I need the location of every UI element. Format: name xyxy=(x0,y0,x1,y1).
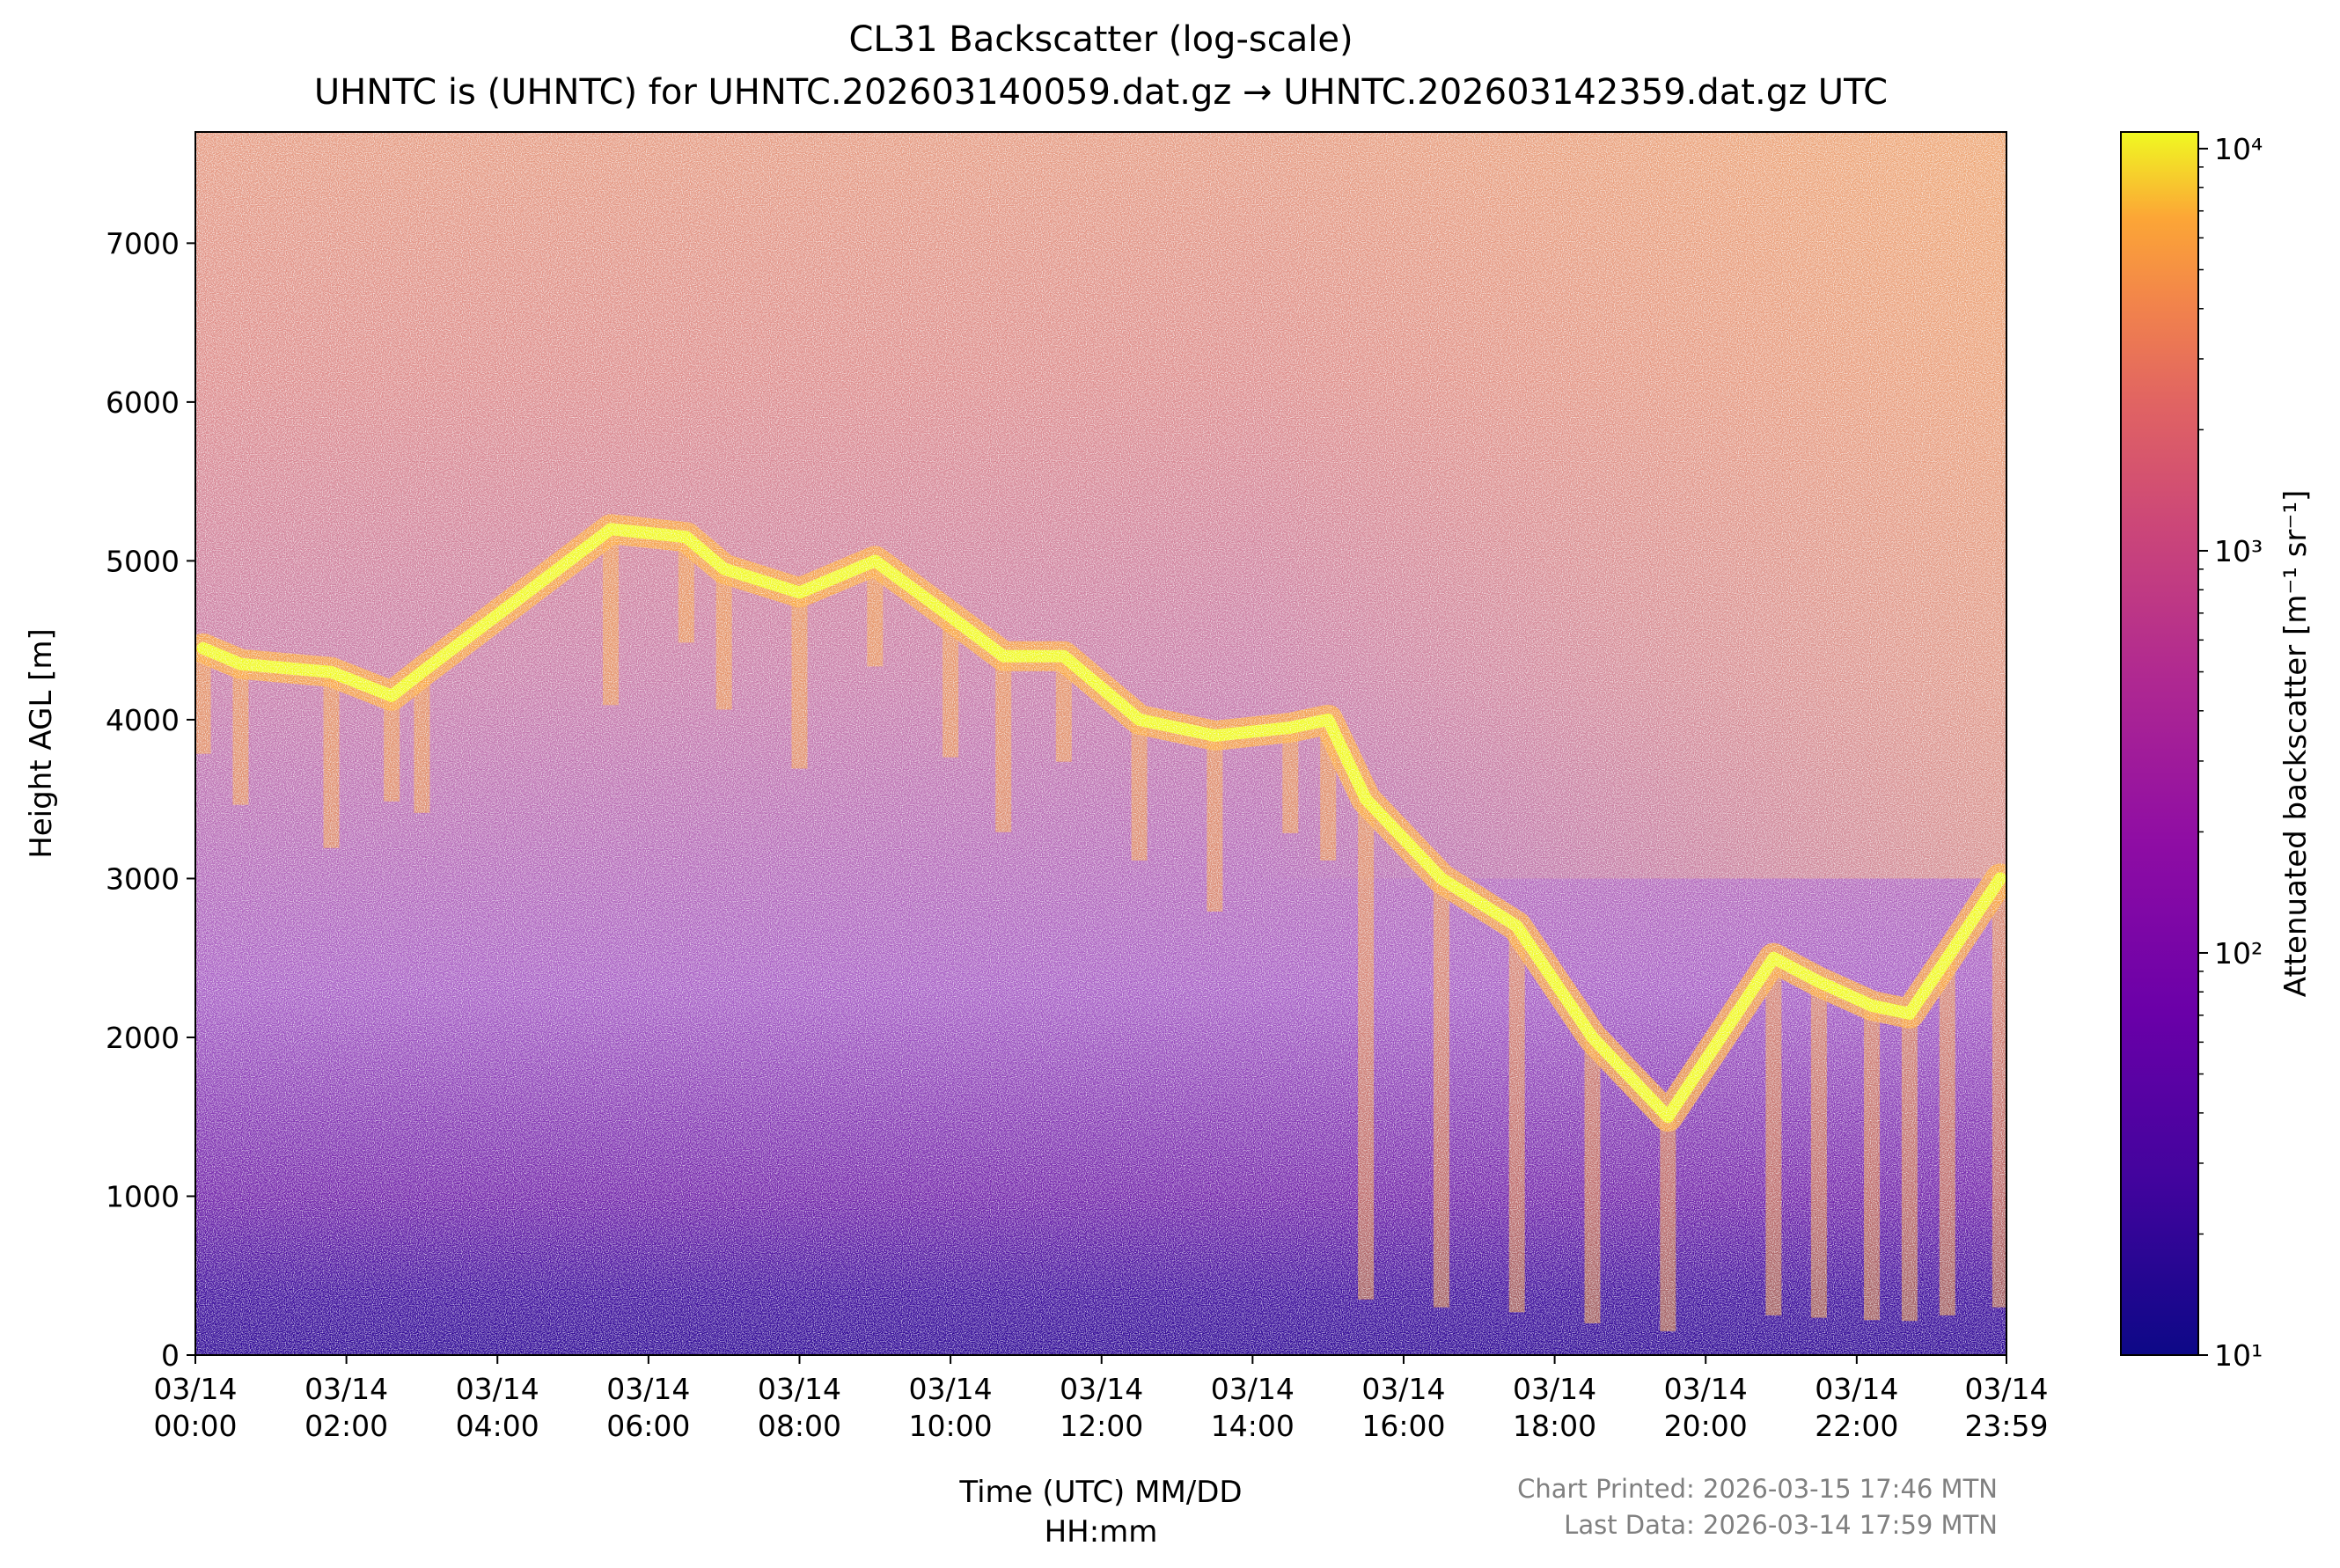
y-axis-ticks: 0 1000 2000 3000 4000 5000 6000 7000 xyxy=(106,226,195,1373)
x-tick-label-time: 02:00 xyxy=(304,1409,388,1443)
y-axis-label: Height AGL [m] xyxy=(24,628,59,859)
colorbar: 10¹ 10² 10³ 10⁴ Attenuated backscatter [m⁻¹… xyxy=(2120,131,2314,1373)
colorbar-tick-label: 10¹ xyxy=(2214,1338,2263,1373)
x-tick-label-date: 03/14 xyxy=(1060,1372,1143,1406)
x-tick-label-time: 04:00 xyxy=(456,1409,539,1443)
x-tick-label-date: 03/14 xyxy=(909,1372,993,1406)
x-tick-label-time: 10:00 xyxy=(909,1409,993,1443)
x-tick-label-time: 20:00 xyxy=(1664,1409,1748,1443)
chart-printed-note: Chart Printed: 2026-03-15 17:46 MTN xyxy=(1517,1474,1998,1504)
x-tick-label-date: 03/14 xyxy=(304,1372,388,1406)
x-tick-label-time: 14:00 xyxy=(1211,1409,1295,1443)
last-data-note: Last Data: 2026-03-14 17:59 MTN xyxy=(1564,1510,1998,1540)
heatmap-speckle xyxy=(195,132,2006,1355)
chart-subtitle: UHNTC is (UHNTC) for UHNTC.202603140059.… xyxy=(314,72,1888,113)
x-tick-label-date: 03/14 xyxy=(1964,1372,2048,1406)
x-tick-label-date: 03/14 xyxy=(1513,1372,1596,1406)
plot-area xyxy=(194,131,2007,1356)
colorbar-tick-label: 10³ xyxy=(2214,534,2263,568)
colorbar-tick-label: 10⁴ xyxy=(2214,132,2263,166)
y-tick-label: 6000 xyxy=(106,385,180,420)
x-tick-label-time: 00:00 xyxy=(153,1409,237,1443)
chart-title: CL31 Backscatter (log-scale) xyxy=(848,19,1353,60)
colorbar-gradient xyxy=(2120,131,2199,1356)
y-tick-label: 7000 xyxy=(106,226,180,260)
colorbar-ticks: 10¹ 10² 10³ 10⁴ xyxy=(2198,132,2263,1373)
colorbar-tick-label: 10² xyxy=(2214,936,2263,971)
y-tick-label: 0 xyxy=(161,1338,180,1373)
x-axis-ticks: 03/1400:0003/1402:0003/1404:0003/1406:00… xyxy=(153,1355,2049,1443)
colorbar-label: Attenuated backscatter [m⁻¹ sr⁻¹] xyxy=(2278,490,2314,998)
x-axis-label-line2: HH:mm xyxy=(1045,1514,1158,1550)
x-tick-label-date: 03/14 xyxy=(1815,1372,1898,1406)
y-tick-label: 2000 xyxy=(106,1021,180,1055)
x-tick-label-date: 03/14 xyxy=(606,1372,690,1406)
x-tick-label-date: 03/14 xyxy=(1211,1372,1295,1406)
x-tick-label-time: 18:00 xyxy=(1513,1409,1596,1443)
x-tick-label-time: 16:00 xyxy=(1361,1409,1445,1443)
x-tick-label-time: 22:00 xyxy=(1815,1409,1898,1443)
y-tick-label: 3000 xyxy=(106,861,180,896)
x-tick-label-time: 06:00 xyxy=(606,1409,690,1443)
x-tick-label-date: 03/14 xyxy=(456,1372,539,1406)
x-axis-label: Time (UTC) MM/DD xyxy=(958,1475,1242,1510)
x-tick-label-time: 12:00 xyxy=(1060,1409,1143,1443)
y-tick-label: 5000 xyxy=(106,544,180,578)
x-tick-label-time: 23:59 xyxy=(1964,1409,2048,1443)
x-tick-label-date: 03/14 xyxy=(1664,1372,1748,1406)
y-tick-label: 4000 xyxy=(106,703,180,737)
x-tick-label-time: 08:00 xyxy=(758,1409,841,1443)
x-tick-label-date: 03/14 xyxy=(1361,1372,1445,1406)
x-tick-label-date: 03/14 xyxy=(758,1372,841,1406)
x-tick-label-date: 03/14 xyxy=(153,1372,237,1406)
y-tick-label: 1000 xyxy=(106,1179,180,1213)
